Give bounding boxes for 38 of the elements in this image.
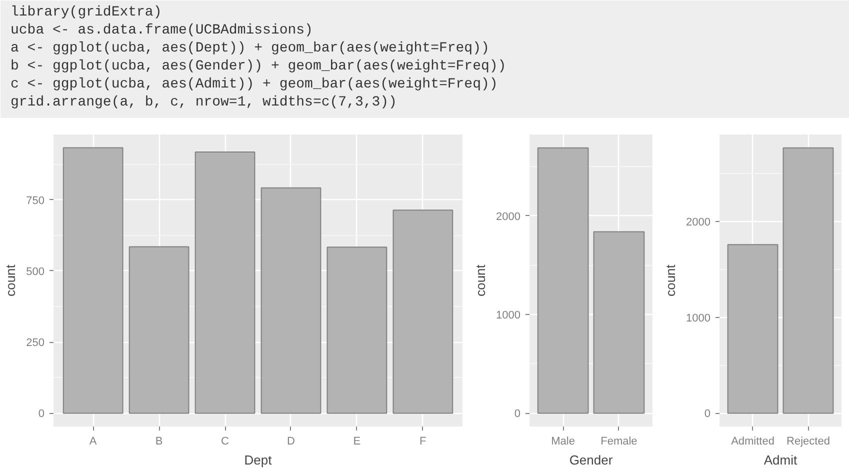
y-tick-label: 750: [26, 194, 45, 207]
bar: [392, 210, 454, 414]
y-tick-label: 1000: [686, 312, 711, 324]
x-tick-label: E: [353, 436, 361, 448]
y-tick-label: 250: [26, 337, 45, 350]
text: ucba <- as.data.frame(UCBAdmissions): [10, 22, 313, 38]
x-tick-label: C: [221, 436, 230, 448]
bar: [194, 152, 256, 414]
x-tick-label: Admitted: [731, 436, 774, 448]
y-tick-label: 2000: [686, 216, 711, 229]
x-tick-label: Female: [600, 436, 638, 448]
x-tick-label: Male: [551, 436, 575, 448]
x-axis-title: Gender: [569, 452, 614, 468]
x-axis-title: Dept: [244, 452, 272, 468]
y-axis-title: count: [3, 264, 18, 296]
y-axis-title: count: [473, 264, 488, 296]
text: b <- ggplot(ucba, aes(Gender)) + geom_bar(aes(weight=Freq)): [10, 58, 506, 74]
y-tick-label: 0: [514, 408, 521, 420]
y-axis-title: count: [663, 264, 678, 296]
text: library(gridExtra): [10, 4, 162, 20]
x-tick-label: Rejected: [786, 436, 830, 448]
bar: [62, 147, 124, 414]
y-tick-label: 1000: [496, 310, 521, 322]
bar: [326, 246, 388, 414]
y-tick-label: 0: [704, 408, 711, 420]
x-tick-label: A: [89, 436, 98, 448]
x-axis-title: Admit: [764, 452, 798, 468]
x-tick-label: D: [287, 436, 296, 448]
text: c <- ggplot(ucba, aes(Admit)) + geom_bar(aes(weight=Freq)): [10, 76, 498, 92]
x-tick-label: F: [420, 436, 427, 448]
y-tick-label: 2000: [496, 210, 521, 223]
y-tick-label: 500: [26, 266, 45, 278]
text: grid.arrange(a, b, c, nrow=1, widths=c(7,3,3)): [10, 94, 397, 110]
bar: [260, 187, 322, 414]
y-tick-label: 0: [38, 408, 45, 420]
text: a <- ggplot(ucba, aes(Dept)) + geom_bar(aes(weight=Freq)): [10, 40, 490, 56]
bar: [128, 246, 190, 414]
x-tick-label: B: [155, 436, 163, 448]
